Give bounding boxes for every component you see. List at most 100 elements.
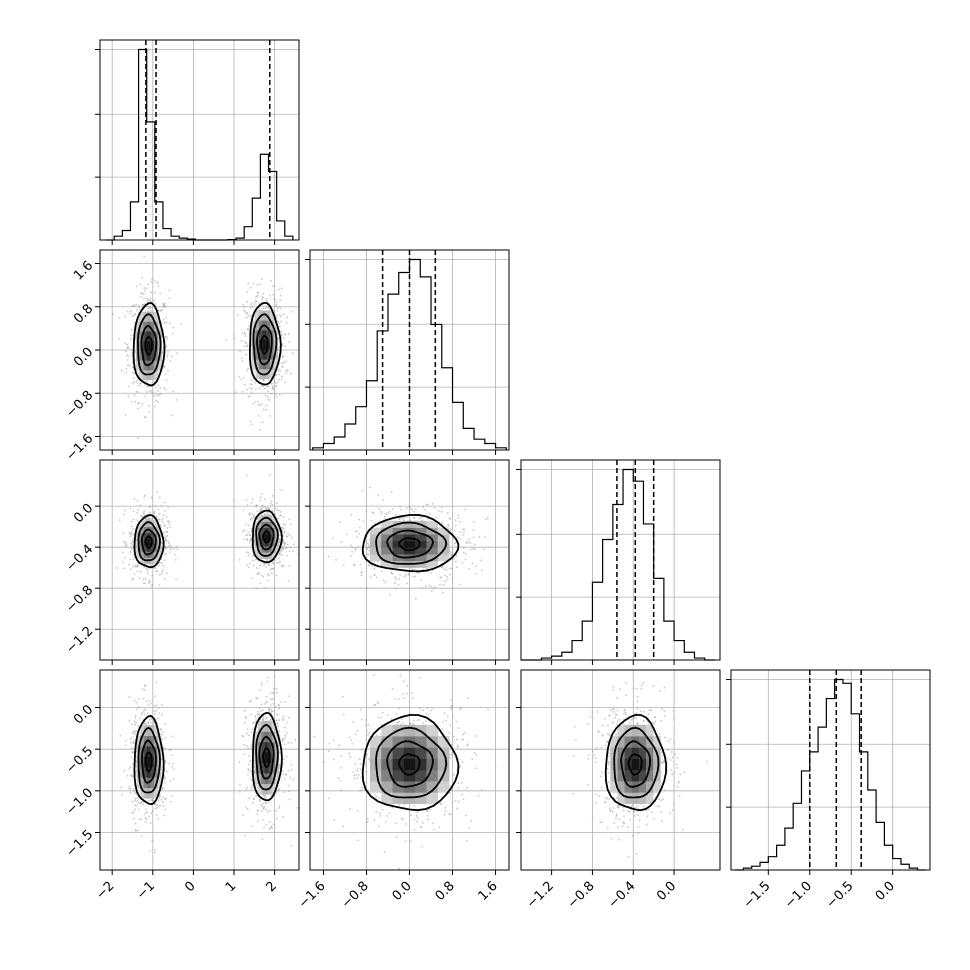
density-cell	[143, 321, 148, 332]
scatter-point	[448, 567, 451, 570]
density-cell	[255, 320, 260, 331]
density-cell	[369, 554, 382, 562]
scatter-point	[464, 508, 467, 511]
scatter-point	[160, 573, 163, 576]
density-cell	[268, 731, 273, 743]
density-cell	[268, 521, 273, 529]
scatter-point	[166, 531, 168, 533]
scatter-point	[174, 553, 176, 556]
scatter-point	[145, 722, 147, 725]
scatter-point	[169, 526, 171, 529]
scatter-point	[118, 519, 121, 521]
scatter-point	[449, 517, 451, 520]
scatter-point	[279, 330, 282, 333]
scatter-point	[261, 719, 264, 721]
scatter-point	[443, 568, 445, 570]
density-cell	[150, 787, 155, 799]
scatter-point	[391, 573, 394, 575]
scatter-point	[370, 564, 373, 567]
scatter-point	[246, 551, 249, 554]
scatter-point	[471, 562, 474, 565]
scatter-point	[263, 387, 266, 390]
scatter-point	[339, 520, 342, 523]
scatter-point	[413, 804, 416, 807]
density-cell	[254, 521, 259, 529]
scatter-point	[124, 414, 127, 416]
scatter-point	[268, 710, 270, 713]
scatter-point	[254, 717, 257, 720]
scatter-point	[252, 370, 255, 373]
scatter-point	[402, 693, 405, 696]
scatter-point	[262, 292, 265, 295]
scatter-point	[361, 489, 364, 492]
density-cell	[139, 360, 144, 371]
scatter-point	[445, 568, 448, 571]
scatter-point	[273, 675, 276, 678]
scatter-point	[278, 306, 280, 308]
density-cell	[251, 320, 256, 331]
scatter-point	[409, 507, 412, 510]
hist-frame-2	[520, 459, 721, 661]
scatter-point	[280, 320, 282, 323]
scatter-point	[136, 797, 139, 800]
scatter-point	[327, 555, 330, 558]
scatter-point	[353, 564, 356, 567]
scatter-point	[126, 364, 129, 367]
scatter-point	[252, 498, 254, 501]
scatter-point	[268, 559, 271, 562]
scatter-point	[143, 297, 146, 300]
scatter-point	[126, 310, 129, 313]
contour-0	[133, 514, 165, 569]
scatter-point	[421, 845, 423, 848]
scatter-point	[146, 385, 149, 387]
scatter-point	[148, 410, 151, 413]
scatter-point	[163, 553, 166, 556]
density-cell	[437, 540, 450, 548]
scatter-point	[250, 788, 253, 791]
scatter-point	[278, 751, 281, 754]
scatter-point	[247, 773, 249, 776]
scatter-point	[262, 716, 265, 719]
scatter-point	[163, 531, 166, 533]
scatter-point	[242, 303, 245, 306]
scatter-point	[356, 729, 359, 732]
scatter-point	[130, 741, 132, 744]
contour-1	[137, 726, 161, 794]
scatter-point	[267, 307, 270, 310]
scatter-point	[279, 299, 282, 301]
scatter-point	[120, 786, 123, 789]
scatter-point	[350, 513, 352, 516]
density-cell	[275, 546, 279, 553]
scatter-point	[394, 514, 397, 516]
scatter-point	[242, 309, 245, 312]
scatter-point	[469, 548, 472, 551]
scatter-point	[162, 302, 165, 305]
scatter-point	[451, 548, 454, 551]
scatter-point	[148, 579, 151, 582]
scatter-point	[260, 710, 263, 713]
scatter-point	[265, 306, 268, 308]
scatter-point	[279, 369, 282, 372]
scatter-point	[249, 699, 252, 702]
scatter-point	[426, 707, 429, 710]
scatter-point	[144, 708, 147, 711]
scatter-point	[255, 296, 258, 298]
scatter-point	[270, 567, 273, 570]
scatter-point	[267, 398, 269, 401]
scatter-point	[122, 561, 124, 564]
density-cell	[264, 721, 269, 732]
density-cell	[426, 560, 439, 568]
scatter-point	[275, 314, 278, 317]
scatter-point	[135, 804, 138, 807]
density-cell	[254, 731, 259, 743]
scatter-point	[284, 345, 286, 348]
scatter-point	[153, 851, 156, 854]
scatter-point	[147, 582, 150, 585]
scatter-point	[279, 307, 282, 310]
scatter-point	[342, 713, 345, 716]
scatter-point	[132, 537, 134, 540]
scatter-point	[379, 812, 381, 815]
scatter-point	[272, 285, 274, 288]
scatter-point	[353, 777, 356, 780]
scatter-point	[403, 576, 406, 578]
